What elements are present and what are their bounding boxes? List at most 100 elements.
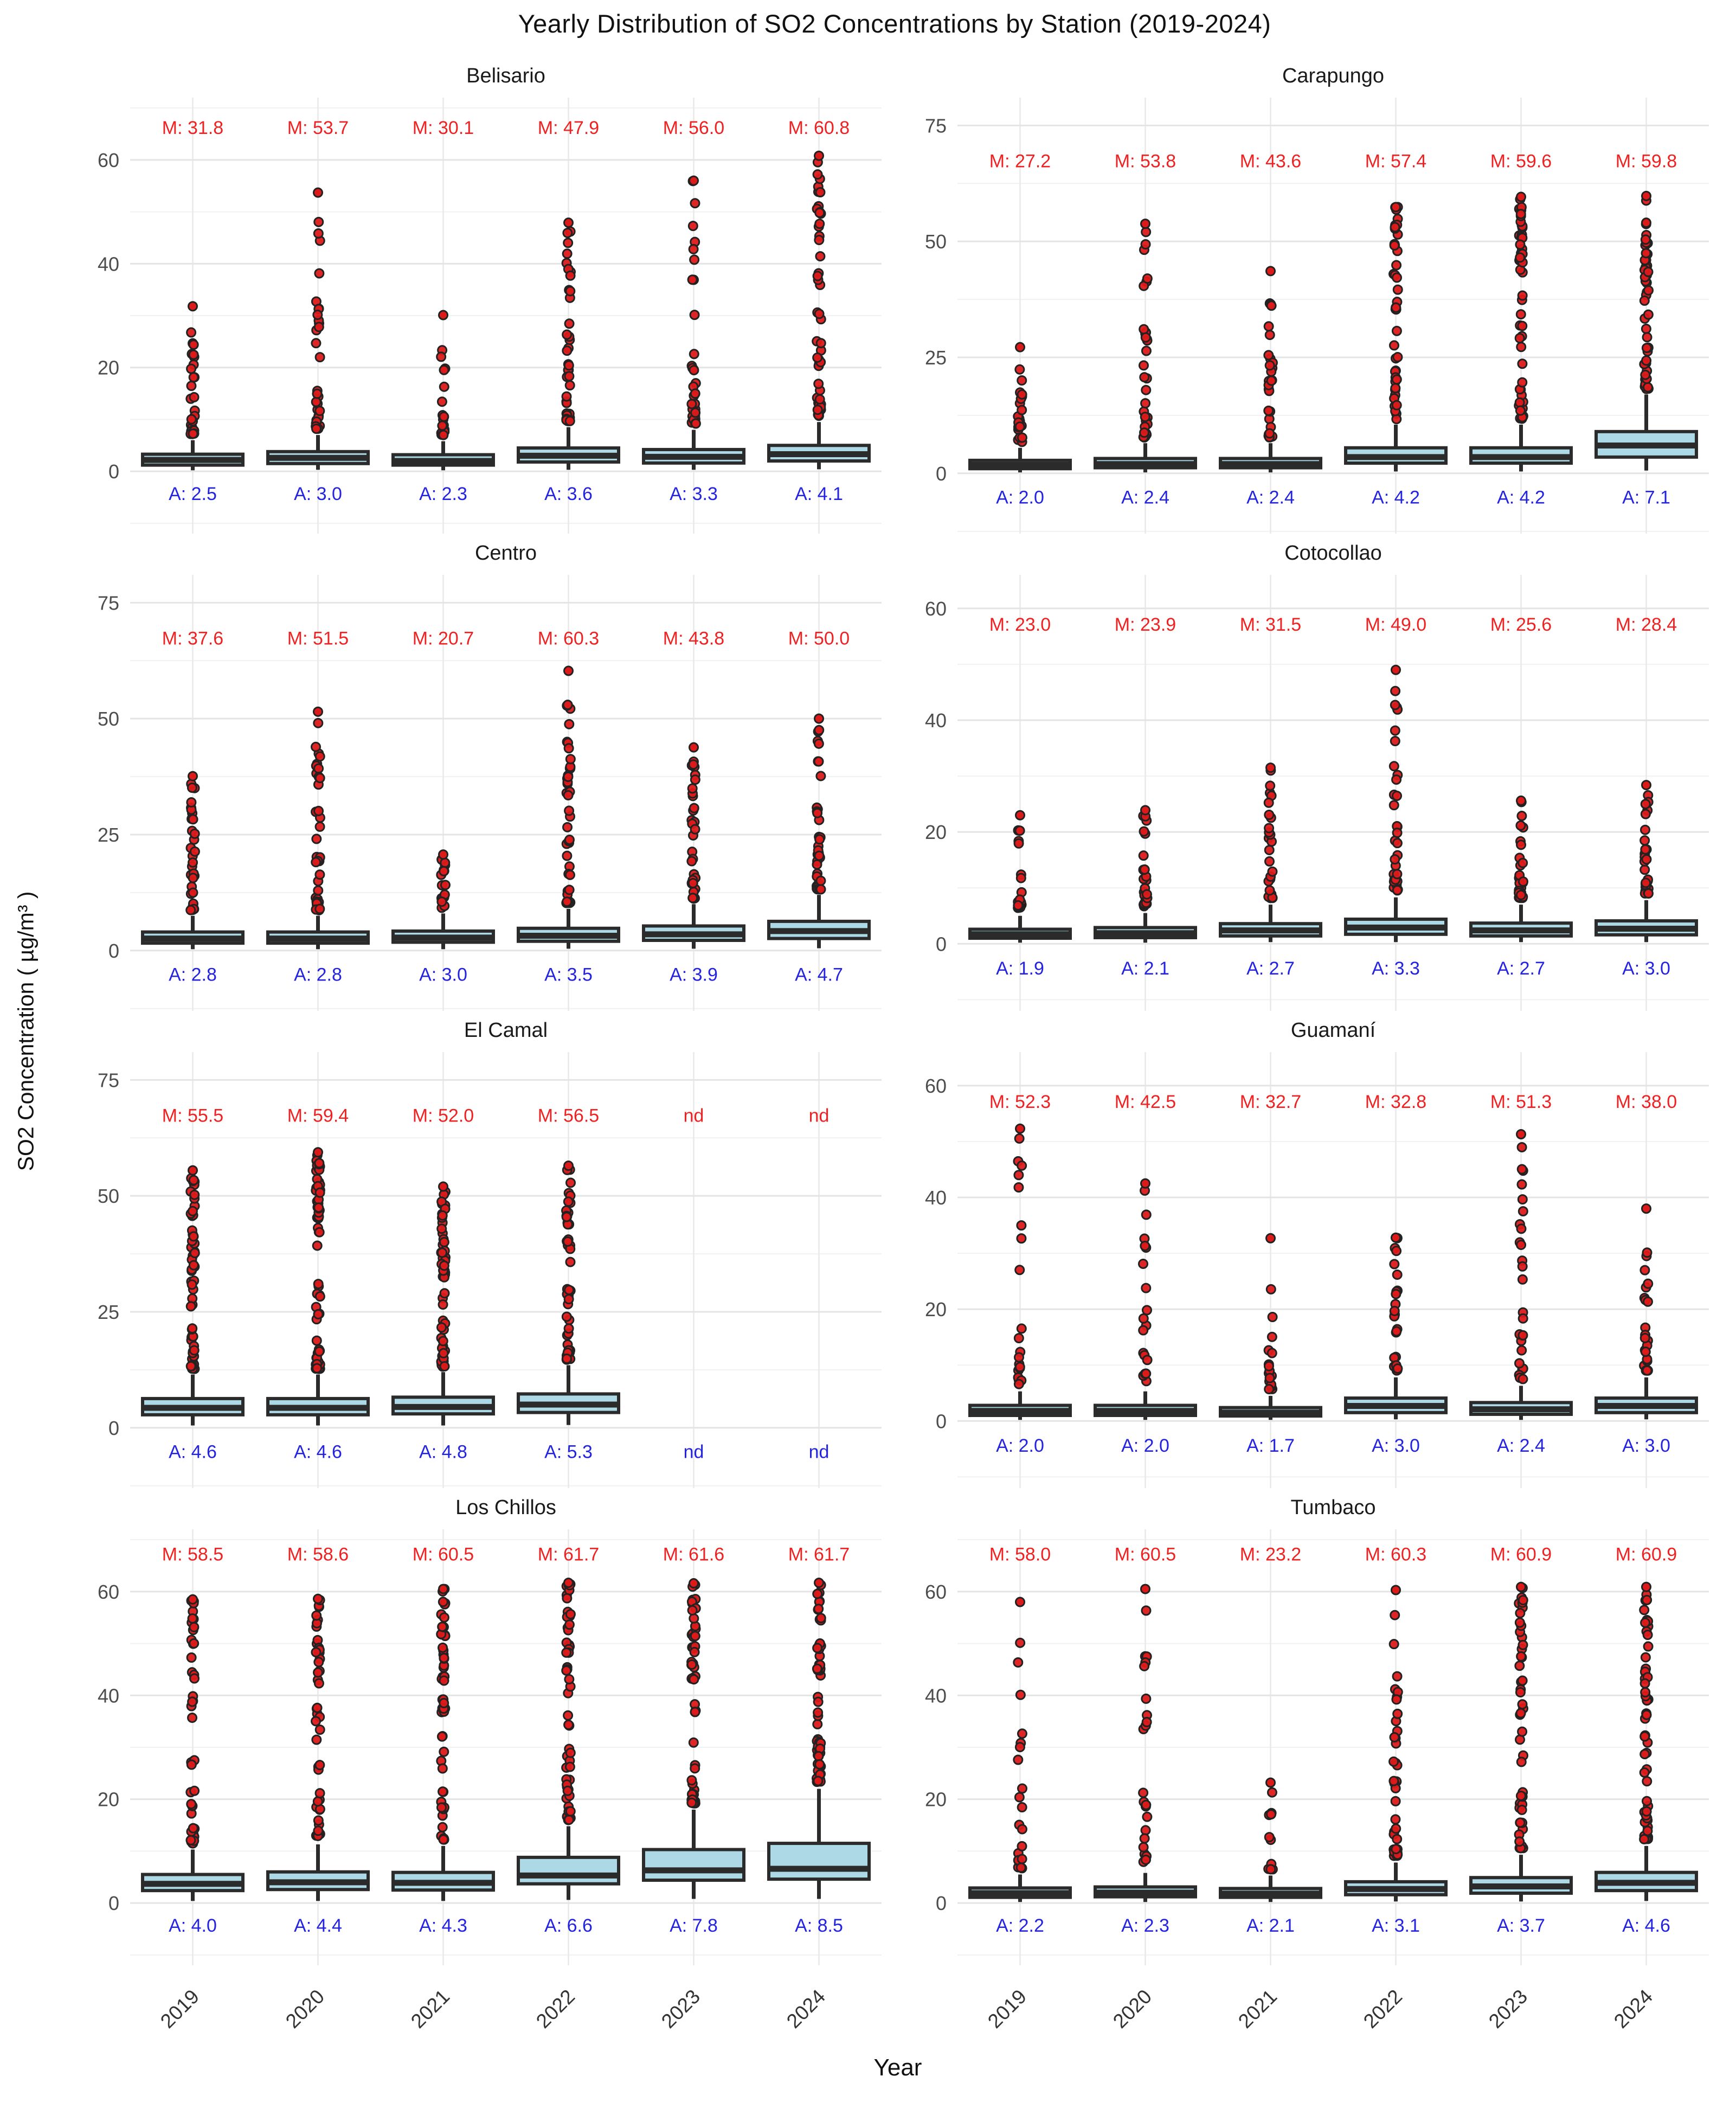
panel-plot-svg: 0 20 40 60 M: 52.3 A: 2.0 M: 42.5 A: 2.0 M: 32.7… [925,1052,1709,1488]
svg-text:0: 0 [936,463,947,485]
panel-plot-svg: 0 25 50 75 M: 55.5 A: 4.6 M: 59.4 A: 4.6 M: 52.0… [98,1052,882,1488]
svg-text:M: 60.9: M: 60.9 [1616,1544,1677,1565]
svg-text:M: 23.0: M: 23.0 [989,614,1051,635]
svg-text:M: 59.8: M: 59.8 [1616,151,1677,171]
svg-text:2021: 2021 [407,1985,454,2033]
svg-text:M: 43.8: M: 43.8 [663,628,724,649]
svg-text:A: 3.1: A: 3.1 [1372,1915,1420,1936]
svg-text:A: 4.1: A: 4.1 [795,484,843,504]
svg-text:M: 57.4: M: 57.4 [1365,151,1426,171]
svg-text:M: 43.6: M: 43.6 [1240,151,1301,171]
panel-plot-svg: 0 20 40 60 M: 31.8 A: 2.5 M: 53.7 A: 3.0 M: 30.1… [98,98,882,534]
svg-text:M: 59.4: M: 59.4 [287,1105,349,1126]
svg-text:A: 3.5: A: 3.5 [544,964,593,985]
panel-title: Belisario [466,65,545,87]
svg-text:A: 4.2: A: 4.2 [1372,487,1420,508]
svg-text:A: 5.3: A: 5.3 [544,1441,593,1462]
svg-text:20: 20 [925,821,947,843]
panel-cotocollao: Cotocollao 0 20 40 60 M: 23.0 A: 1.9 M: 23.9 A:… [898,538,1725,1015]
svg-text:nd: nd [684,1105,704,1126]
svg-text:A: 7.8: A: 7.8 [670,1915,718,1936]
svg-text:M: 27.2: M: 27.2 [989,151,1051,171]
svg-text:20: 20 [98,1789,119,1811]
svg-text:A: 1.9: A: 1.9 [996,958,1044,979]
x-axis-years-left: 2019 2020 2021 2022 2023 2024 [70,1970,898,2051]
panel-plot-svg: 0 20 40 60 M: 23.0 A: 1.9 M: 23.9 A: 2.1 M: 31.5… [925,575,1709,1011]
svg-text:A: 4.6: A: 4.6 [294,1441,342,1462]
svg-text:A: 2.3: A: 2.3 [1121,1915,1169,1936]
svg-text:A: 2.7: A: 2.7 [1246,958,1295,979]
panel-title: Cotocollao [1284,542,1382,565]
svg-text:2024: 2024 [782,1985,830,2033]
svg-text:50: 50 [925,230,947,253]
svg-text:M: 25.6: M: 25.6 [1490,614,1552,635]
svg-text:M: 23.9: M: 23.9 [1115,614,1176,635]
panel-el-camal: El Camal 0 25 50 75 M: 55.5 A: 4.6 M: 59.4 A: 4… [70,1015,898,1492]
svg-text:60: 60 [925,1581,947,1603]
svg-text:0: 0 [936,1892,947,1914]
svg-text:M: 42.5: M: 42.5 [1115,1092,1176,1112]
svg-text:0: 0 [108,1892,119,1914]
svg-text:A: 4.2: A: 4.2 [1497,487,1545,508]
svg-text:0: 0 [108,1417,119,1439]
svg-text:A: 4.3: A: 4.3 [419,1915,467,1936]
svg-text:M: 56.0: M: 56.0 [663,118,724,138]
svg-text:M: 56.5: M: 56.5 [538,1105,599,1126]
svg-text:A: 4.4: A: 4.4 [294,1915,342,1936]
svg-text:M: 50.0: M: 50.0 [788,628,850,649]
svg-text:A: 2.3: A: 2.3 [419,484,467,504]
svg-text:A: 8.5: A: 8.5 [795,1915,843,1936]
panel-title: Carapungo [1282,65,1385,87]
svg-text:M: 51.5: M: 51.5 [287,628,349,649]
svg-text:M: 49.0: M: 49.0 [1365,614,1426,635]
svg-text:A: 2.4: A: 2.4 [1121,487,1169,508]
svg-text:M: 59.6: M: 59.6 [1490,151,1552,171]
svg-text:A: 4.8: A: 4.8 [419,1441,467,1462]
svg-text:A: 2.2: A: 2.2 [996,1915,1044,1936]
svg-text:M: 58.0: M: 58.0 [989,1544,1051,1565]
panel-belisario: Belisario 0 20 40 60 M: 31.8 A: 2.5 M: 53.7 A: … [70,61,898,538]
svg-text:0: 0 [936,1410,947,1432]
svg-text:2020: 2020 [281,1985,329,2033]
panel-title: El Camal [464,1019,548,1042]
y-axis-title: SO2 Concentration ( µg/m³ ) [13,891,38,1171]
chart-title: Yearly Distribution of SO2 Concentration… [518,9,1271,38]
svg-text:M: 60.3: M: 60.3 [538,628,599,649]
svg-text:40: 40 [925,1187,947,1209]
svg-text:M: 61.7: M: 61.7 [788,1544,850,1565]
svg-text:40: 40 [98,1684,119,1707]
svg-text:A: 3.3: A: 3.3 [1372,958,1420,979]
x-axis-years-svg: 2019 2020 2021 2022 2023 2024 [156,1985,830,2033]
svg-text:M: 61.7: M: 61.7 [538,1544,599,1565]
svg-text:75: 75 [98,1069,119,1091]
svg-text:A: 2.4: A: 2.4 [1246,487,1295,508]
svg-text:0: 0 [936,933,947,955]
panel-guamani: Guamaní 0 20 40 60 M: 52.3 A: 2.0 M: 42.5 A: 2.… [898,1015,1725,1492]
svg-text:A: 3.7: A: 3.7 [1497,1915,1545,1936]
svg-text:A: 2.5: A: 2.5 [169,484,217,504]
svg-text:A: 3.0: A: 3.0 [294,484,342,504]
svg-text:M: 58.5: M: 58.5 [162,1544,223,1565]
svg-text:M: 55.5: M: 55.5 [162,1105,223,1126]
svg-text:2022: 2022 [532,1985,579,2033]
svg-text:A: 4.0: A: 4.0 [169,1915,217,1936]
panel-centro: Centro 0 25 50 75 M: 37.6 A: 2.8 M: 51.5 A: 2.8… [70,538,898,1015]
svg-text:20: 20 [98,357,119,379]
svg-text:A: 2.0: A: 2.0 [1121,1435,1169,1456]
svg-text:M: 20.7: M: 20.7 [413,628,474,649]
svg-text:A: 2.8: A: 2.8 [294,964,342,985]
svg-text:M: 31.8: M: 31.8 [162,118,223,138]
svg-text:A: 3.0: A: 3.0 [1372,1435,1420,1456]
svg-text:2024: 2024 [1610,1985,1657,2033]
x-axis-years-svg: 2019 2020 2021 2022 2023 2024 [983,1985,1657,2033]
panel-title: Guamaní [1290,1019,1376,1042]
svg-text:nd: nd [684,1441,704,1462]
svg-text:M: 52.0: M: 52.0 [413,1105,474,1126]
panel-los-chillos: Los Chillos 0 20 40 60 M: 58.5 A: 4.0 M: 58.6 A… [70,1492,898,1970]
panels-grid: Belisario 0 20 40 60 M: 31.8 A: 2.5 M: 53.7 A: … [70,61,1725,2115]
svg-text:M: 23.2: M: 23.2 [1240,1544,1301,1565]
svg-text:M: 61.6: M: 61.6 [663,1544,724,1565]
svg-text:A: 2.1: A: 2.1 [1121,958,1169,979]
svg-text:75: 75 [98,592,119,614]
